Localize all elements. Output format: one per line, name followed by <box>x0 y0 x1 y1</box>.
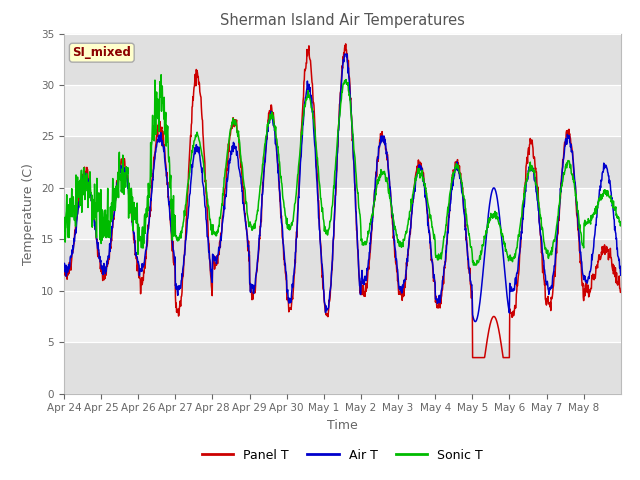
Bar <box>64 85 621 136</box>
Text: SI_mixed: SI_mixed <box>72 46 131 59</box>
Bar <box>64 240 621 291</box>
Title: Sherman Island Air Temperatures: Sherman Island Air Temperatures <box>220 13 465 28</box>
Legend: Panel T, Air T, Sonic T: Panel T, Air T, Sonic T <box>196 444 488 467</box>
Y-axis label: Temperature (C): Temperature (C) <box>22 163 35 264</box>
X-axis label: Time: Time <box>327 419 358 432</box>
Bar <box>64 136 621 188</box>
Bar <box>64 34 621 85</box>
Bar <box>64 291 621 342</box>
Bar <box>64 342 621 394</box>
Bar <box>64 188 621 240</box>
